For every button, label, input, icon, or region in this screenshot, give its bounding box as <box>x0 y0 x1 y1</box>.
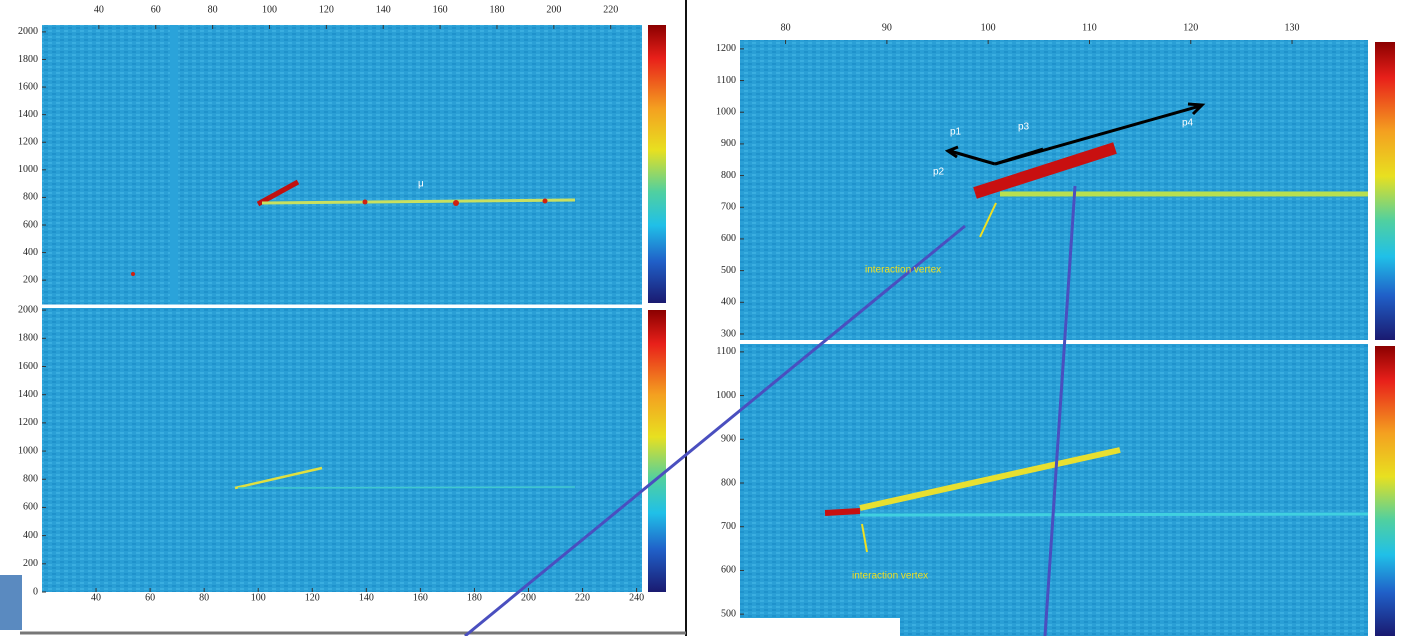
y-tick-label: 1000 <box>18 445 38 456</box>
x-tick-label: 100 <box>981 22 996 33</box>
y-tick-label: 500 <box>721 265 736 276</box>
y-tick-label: 400 <box>23 247 38 258</box>
x-tick-label: 80 <box>208 4 218 15</box>
y-tick-label: 900 <box>721 434 736 445</box>
annotation: p1 <box>950 127 962 138</box>
y-tick-label: 1000 <box>716 107 736 118</box>
x-tick-label: 90 <box>882 22 892 33</box>
annotation: p4 <box>1182 118 1194 129</box>
y-tick-label: 500 <box>721 608 736 619</box>
annotation: interaction vertex <box>852 571 928 582</box>
y-tick-label: 2000 <box>18 304 38 315</box>
x-tick-label: 60 <box>145 592 155 603</box>
annotation: interaction vertex <box>865 265 941 276</box>
x-tick-label: 140 <box>376 4 391 15</box>
x-tick-label: 40 <box>94 4 104 15</box>
y-tick-label: 300 <box>721 328 736 339</box>
x-tick-label: 140 <box>359 592 374 603</box>
y-tick-label: 1200 <box>716 43 736 54</box>
x-tick-label: 120 <box>319 4 334 15</box>
x-tick-label: 80 <box>199 592 209 603</box>
y-tick-label: 800 <box>23 192 38 203</box>
y-tick-label: 1400 <box>18 389 38 400</box>
y-tick-label: 600 <box>23 219 38 230</box>
y-tick-label: 800 <box>23 474 38 485</box>
y-tick-label: 1800 <box>18 333 38 344</box>
x-tick-label: 180 <box>467 592 482 603</box>
y-tick-label: 600 <box>23 502 38 513</box>
y-tick-label: 1100 <box>716 346 736 357</box>
x-tick-label: 220 <box>575 592 590 603</box>
y-tick-label: 2000 <box>18 26 38 37</box>
annotation: p2 <box>933 167 945 178</box>
annotation: μ <box>418 179 424 190</box>
y-tick-label: 900 <box>721 138 736 149</box>
y-tick-label: 1600 <box>18 81 38 92</box>
y-tick-label: 1200 <box>18 417 38 428</box>
x-tick-label: 160 <box>413 592 428 603</box>
x-tick-label: 160 <box>433 4 448 15</box>
y-tick-label: 400 <box>23 530 38 541</box>
y-tick-label: 1400 <box>18 109 38 120</box>
x-tick-label: 60 <box>151 4 161 15</box>
y-tick-label: 600 <box>721 233 736 244</box>
y-tick-label: 700 <box>721 202 736 213</box>
x-tick-label: 120 <box>1183 22 1198 33</box>
y-tick-label: 0 <box>33 586 38 597</box>
x-tick-label: 100 <box>251 592 266 603</box>
y-tick-label: 600 <box>721 565 736 576</box>
y-tick-label: 1100 <box>716 75 736 86</box>
x-tick-label: 40 <box>91 592 101 603</box>
y-tick-label: 700 <box>721 521 736 532</box>
x-tick-label: 110 <box>1082 22 1097 33</box>
zoom-lines <box>464 185 1077 636</box>
y-tick-label: 1000 <box>716 390 736 401</box>
x-tick-label: 180 <box>489 4 504 15</box>
y-tick-label: 1000 <box>18 164 38 175</box>
y-tick-label: 1600 <box>18 361 38 372</box>
y-tick-label: 400 <box>721 297 736 308</box>
y-tick-label: 800 <box>721 477 736 488</box>
x-tick-label: 80 <box>781 22 791 33</box>
x-tick-label: 100 <box>262 4 277 15</box>
annotation: p3 <box>1018 122 1030 133</box>
x-tick-label: 200 <box>546 4 561 15</box>
x-tick-label: 220 <box>603 4 618 15</box>
x-tick-label: 120 <box>305 592 320 603</box>
x-tick-label: 240 <box>629 592 644 603</box>
y-tick-label: 200 <box>23 274 38 285</box>
right-frame <box>700 40 1412 636</box>
y-tick-label: 1200 <box>18 137 38 148</box>
x-tick-label: 200 <box>521 592 536 603</box>
y-tick-label: 1800 <box>18 54 38 65</box>
y-tick-label: 200 <box>23 558 38 569</box>
left-frame <box>0 0 687 636</box>
y-tick-label: 800 <box>721 170 736 181</box>
x-tick-label: 130 <box>1285 22 1300 33</box>
